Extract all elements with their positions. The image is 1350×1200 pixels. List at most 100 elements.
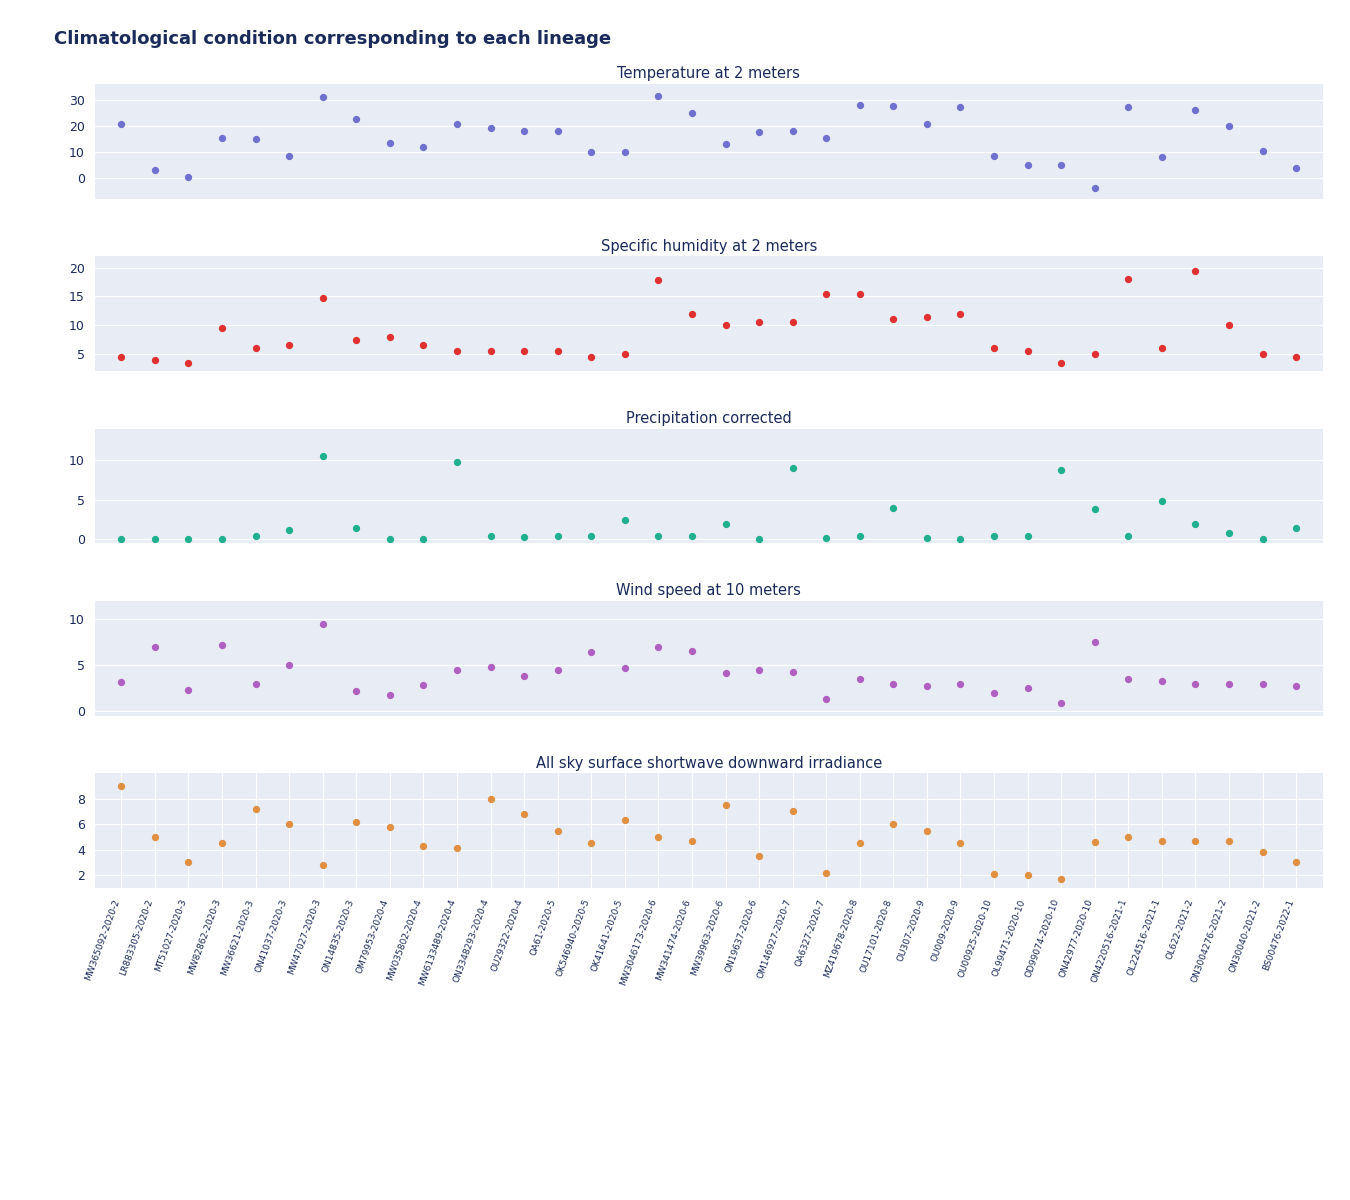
Point xyxy=(714,134,736,154)
Point xyxy=(413,836,435,856)
Point xyxy=(1185,674,1207,694)
Point xyxy=(748,313,770,332)
Point xyxy=(178,167,200,186)
Point xyxy=(144,637,166,656)
Point xyxy=(479,658,501,677)
Point xyxy=(1185,262,1207,281)
Point xyxy=(949,674,971,694)
Point xyxy=(682,526,703,545)
Point xyxy=(1285,158,1307,178)
Point xyxy=(278,146,300,166)
Point xyxy=(244,526,266,545)
Point xyxy=(1118,670,1139,689)
Point xyxy=(1084,344,1106,364)
Point xyxy=(312,288,333,307)
Point xyxy=(1050,870,1072,889)
Title: Temperature at 2 meters: Temperature at 2 meters xyxy=(617,66,801,82)
Point xyxy=(1017,865,1038,884)
Point xyxy=(1218,832,1239,851)
Point xyxy=(1017,342,1038,361)
Point xyxy=(211,318,232,337)
Point xyxy=(1285,677,1307,696)
Title: Specific humidity at 2 meters: Specific humidity at 2 meters xyxy=(601,239,817,253)
Point xyxy=(244,338,266,358)
Point xyxy=(849,834,871,853)
Point xyxy=(513,667,535,686)
Point xyxy=(211,834,232,853)
Point xyxy=(278,655,300,674)
Point xyxy=(1251,842,1273,862)
Point xyxy=(1084,632,1106,652)
Point xyxy=(479,790,501,809)
Point xyxy=(278,815,300,834)
Point xyxy=(111,776,132,796)
Point xyxy=(379,817,401,836)
Point xyxy=(144,529,166,548)
Point xyxy=(580,347,602,366)
Point xyxy=(178,680,200,700)
Point xyxy=(346,518,367,538)
Point xyxy=(244,130,266,149)
Point xyxy=(949,529,971,548)
Point xyxy=(244,674,266,694)
Point xyxy=(346,812,367,832)
Point xyxy=(815,690,837,709)
Point xyxy=(312,88,333,107)
Point xyxy=(849,95,871,114)
Point xyxy=(815,284,837,304)
Point xyxy=(447,660,468,679)
Text: Climatological condition corresponding to each lineage: Climatological condition corresponding t… xyxy=(54,30,612,48)
Point xyxy=(379,529,401,548)
Point xyxy=(682,832,703,851)
Point xyxy=(346,682,367,701)
Point xyxy=(111,529,132,548)
Point xyxy=(1251,344,1273,364)
Point xyxy=(883,96,905,115)
Point xyxy=(782,313,803,332)
Point xyxy=(111,115,132,134)
Point xyxy=(949,834,971,853)
Point xyxy=(682,642,703,661)
Point xyxy=(917,677,938,696)
Point xyxy=(278,336,300,355)
Point xyxy=(748,846,770,865)
Point xyxy=(312,856,333,875)
Point xyxy=(1084,833,1106,852)
Title: Wind speed at 10 meters: Wind speed at 10 meters xyxy=(617,583,801,599)
Point xyxy=(682,103,703,122)
Point xyxy=(447,839,468,858)
Point xyxy=(479,527,501,546)
Point xyxy=(748,529,770,548)
Point xyxy=(547,121,568,140)
Point xyxy=(413,676,435,695)
Point xyxy=(782,121,803,140)
Point xyxy=(1251,674,1273,694)
Point xyxy=(513,528,535,547)
Point xyxy=(917,307,938,326)
Point xyxy=(1118,526,1139,545)
Point xyxy=(479,342,501,361)
Point xyxy=(648,526,670,545)
Point xyxy=(983,338,1004,358)
Point xyxy=(1017,526,1038,545)
Point xyxy=(682,304,703,323)
Point xyxy=(547,660,568,679)
Point xyxy=(1251,529,1273,548)
Point xyxy=(949,98,971,118)
Point xyxy=(983,526,1004,545)
Point xyxy=(447,115,468,134)
Point xyxy=(815,528,837,547)
Point xyxy=(1185,101,1207,120)
Point xyxy=(714,662,736,682)
Point xyxy=(648,86,670,106)
Point xyxy=(178,853,200,872)
Point xyxy=(1152,148,1173,167)
Point xyxy=(1118,98,1139,118)
Point xyxy=(211,529,232,548)
Point xyxy=(479,119,501,138)
Point xyxy=(883,815,905,834)
Point xyxy=(1152,832,1173,851)
Point xyxy=(1017,678,1038,697)
Point xyxy=(547,527,568,546)
Point xyxy=(815,863,837,882)
